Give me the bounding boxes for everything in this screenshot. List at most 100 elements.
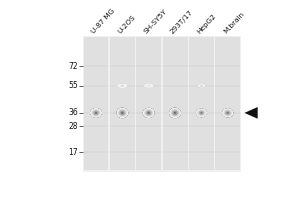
Ellipse shape bbox=[90, 108, 102, 117]
Ellipse shape bbox=[92, 110, 100, 116]
Ellipse shape bbox=[174, 112, 176, 113]
Ellipse shape bbox=[147, 111, 151, 115]
Ellipse shape bbox=[147, 85, 151, 87]
Ellipse shape bbox=[121, 85, 124, 86]
Ellipse shape bbox=[94, 112, 98, 114]
Ellipse shape bbox=[92, 109, 100, 116]
Bar bbox=[215, 37, 240, 170]
Ellipse shape bbox=[171, 109, 179, 116]
Ellipse shape bbox=[173, 111, 177, 115]
Ellipse shape bbox=[146, 85, 151, 87]
Ellipse shape bbox=[199, 85, 204, 87]
Ellipse shape bbox=[120, 111, 125, 115]
Ellipse shape bbox=[226, 111, 230, 114]
Ellipse shape bbox=[170, 108, 180, 118]
Ellipse shape bbox=[94, 111, 98, 115]
Ellipse shape bbox=[200, 85, 202, 86]
Ellipse shape bbox=[121, 112, 124, 114]
Ellipse shape bbox=[117, 108, 128, 118]
Ellipse shape bbox=[225, 111, 230, 115]
Ellipse shape bbox=[226, 112, 229, 114]
Ellipse shape bbox=[224, 110, 232, 116]
Ellipse shape bbox=[223, 109, 233, 117]
Ellipse shape bbox=[200, 85, 203, 87]
Ellipse shape bbox=[119, 84, 126, 87]
Bar bbox=[83, 37, 109, 170]
Ellipse shape bbox=[172, 110, 178, 116]
Ellipse shape bbox=[147, 111, 150, 114]
Ellipse shape bbox=[173, 111, 177, 114]
Ellipse shape bbox=[144, 109, 154, 117]
Ellipse shape bbox=[172, 110, 178, 116]
Ellipse shape bbox=[197, 109, 206, 117]
Ellipse shape bbox=[148, 112, 149, 113]
Text: 55: 55 bbox=[68, 81, 78, 90]
Ellipse shape bbox=[146, 110, 152, 115]
Ellipse shape bbox=[226, 111, 230, 114]
Ellipse shape bbox=[92, 109, 100, 116]
Ellipse shape bbox=[200, 85, 202, 86]
Ellipse shape bbox=[119, 85, 125, 87]
Ellipse shape bbox=[119, 84, 126, 87]
Ellipse shape bbox=[143, 108, 154, 118]
Ellipse shape bbox=[226, 111, 230, 115]
Ellipse shape bbox=[172, 110, 178, 116]
Ellipse shape bbox=[223, 109, 232, 116]
Ellipse shape bbox=[196, 109, 206, 117]
Ellipse shape bbox=[200, 112, 203, 114]
Ellipse shape bbox=[174, 112, 176, 114]
Ellipse shape bbox=[118, 84, 127, 88]
Ellipse shape bbox=[174, 112, 176, 114]
Ellipse shape bbox=[145, 84, 153, 87]
Ellipse shape bbox=[225, 111, 230, 115]
Ellipse shape bbox=[145, 84, 152, 87]
Text: U-87 MG: U-87 MG bbox=[91, 8, 116, 35]
Ellipse shape bbox=[199, 111, 204, 115]
Ellipse shape bbox=[173, 111, 177, 115]
Text: 36: 36 bbox=[68, 108, 78, 117]
Ellipse shape bbox=[145, 84, 153, 87]
Ellipse shape bbox=[196, 109, 207, 117]
Ellipse shape bbox=[198, 84, 205, 87]
Ellipse shape bbox=[198, 110, 205, 116]
Ellipse shape bbox=[227, 112, 228, 113]
Ellipse shape bbox=[226, 112, 229, 114]
Ellipse shape bbox=[121, 112, 124, 114]
Ellipse shape bbox=[171, 109, 179, 117]
Ellipse shape bbox=[197, 109, 206, 116]
Ellipse shape bbox=[170, 108, 180, 117]
Ellipse shape bbox=[146, 111, 151, 115]
Ellipse shape bbox=[94, 111, 98, 115]
Ellipse shape bbox=[117, 84, 128, 88]
Ellipse shape bbox=[122, 85, 123, 86]
Ellipse shape bbox=[200, 85, 203, 87]
Text: SH-SY5Y: SH-SY5Y bbox=[143, 8, 169, 35]
Ellipse shape bbox=[118, 109, 127, 117]
Ellipse shape bbox=[117, 108, 128, 118]
Ellipse shape bbox=[118, 109, 126, 116]
Ellipse shape bbox=[170, 108, 180, 118]
Ellipse shape bbox=[222, 108, 233, 117]
Ellipse shape bbox=[199, 111, 204, 115]
Ellipse shape bbox=[95, 112, 97, 114]
Ellipse shape bbox=[90, 108, 102, 118]
Ellipse shape bbox=[93, 111, 99, 115]
Ellipse shape bbox=[148, 112, 150, 114]
Ellipse shape bbox=[92, 110, 100, 116]
Ellipse shape bbox=[120, 111, 125, 115]
Ellipse shape bbox=[200, 112, 202, 114]
Ellipse shape bbox=[197, 109, 206, 116]
Ellipse shape bbox=[120, 85, 124, 87]
Text: 17: 17 bbox=[68, 148, 78, 157]
Ellipse shape bbox=[146, 111, 151, 115]
Ellipse shape bbox=[146, 85, 151, 87]
Ellipse shape bbox=[173, 111, 177, 114]
Ellipse shape bbox=[198, 110, 205, 116]
Ellipse shape bbox=[92, 110, 100, 116]
Ellipse shape bbox=[196, 109, 207, 117]
Polygon shape bbox=[244, 107, 258, 119]
Ellipse shape bbox=[144, 109, 153, 117]
Ellipse shape bbox=[146, 85, 152, 87]
Ellipse shape bbox=[200, 112, 203, 114]
Ellipse shape bbox=[198, 110, 205, 115]
